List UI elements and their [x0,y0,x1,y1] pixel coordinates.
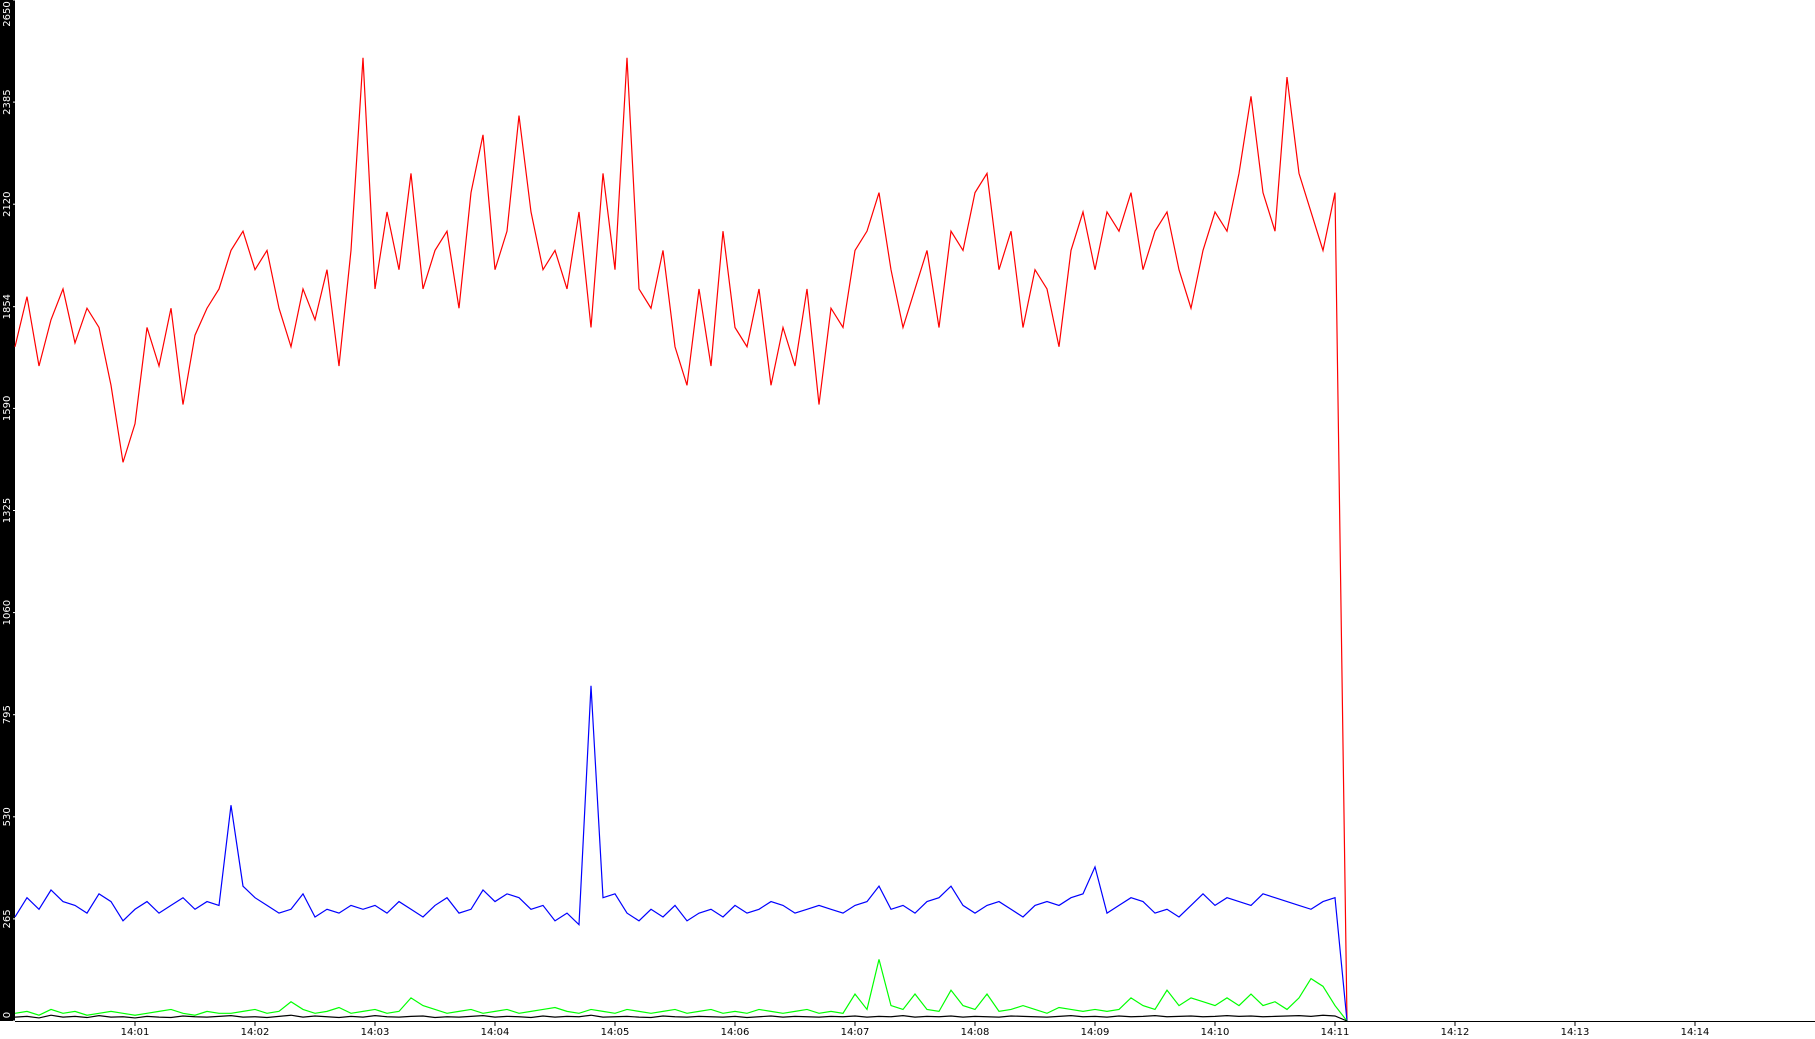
y-tick-label: 2385 [2,89,13,114]
y-tick-label: 795 [2,705,13,724]
y-tick-label: 530 [2,807,13,826]
y-tick-label: 2120 [2,191,13,216]
y-axis-strip [0,0,15,1021]
x-tick-label: 14:13 [1561,1027,1590,1038]
x-tick-label: 14:02 [241,1027,270,1038]
x-tick-label: 14:08 [961,1027,990,1038]
y-tick-label: 265 [2,909,13,928]
y-tick-label: 1060 [2,600,13,625]
x-tick-label: 14:10 [1201,1027,1230,1038]
x-tick-label: 14:07 [841,1027,870,1038]
series-line [14,959,1348,1022]
x-tick-label: 14:09 [1081,1027,1110,1038]
y-tick-label: 1854 [2,294,13,319]
x-tick-label: 14:06 [721,1027,750,1038]
series-line [14,57,1348,1022]
y-tick-label: 1325 [2,498,13,523]
x-tick-label: 14:14 [1681,1027,1710,1038]
series-line [14,1014,1348,1022]
x-tick-label: 14:11 [1321,1027,1350,1038]
x-tick-label: 14:04 [481,1027,510,1038]
y-tick-label: 0 [2,1012,13,1018]
x-tick-label: 14:05 [601,1027,630,1038]
x-tick-label: 14:01 [121,1027,150,1038]
x-tick-label: 14:03 [361,1027,390,1038]
series-line [14,685,1348,1022]
x-tick-label: 14:12 [1441,1027,1470,1038]
y-tick-label: 2650 [2,1,13,26]
y-tick-label: 1590 [2,396,13,421]
